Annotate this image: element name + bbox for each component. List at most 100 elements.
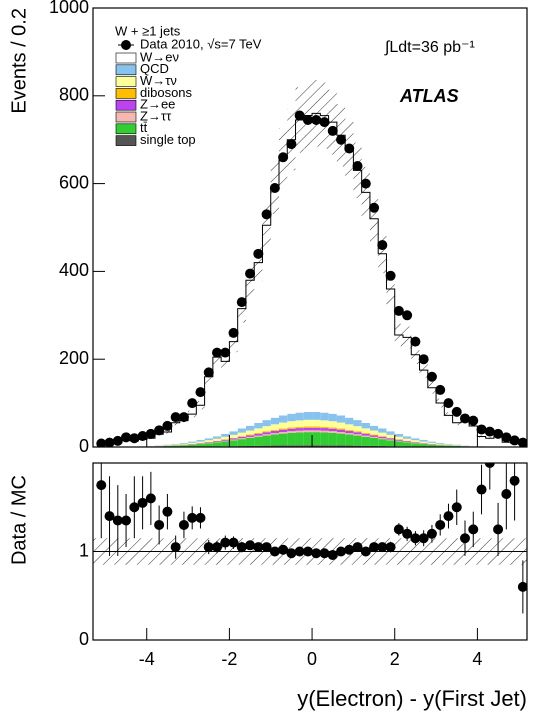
ratio-point — [96, 480, 107, 491]
stack-bar — [477, 436, 486, 447]
stack-bar — [353, 170, 362, 421]
stack-bar — [345, 417, 354, 425]
ratio-point — [253, 542, 264, 553]
stack-bar — [295, 412, 304, 421]
ratio-point — [294, 546, 305, 557]
stack-bar — [328, 428, 337, 432]
data-point — [302, 114, 313, 125]
stack-bar — [295, 428, 304, 431]
stack-bar — [336, 422, 346, 429]
data-point — [187, 398, 198, 409]
data-point — [170, 412, 181, 423]
stack-bar — [353, 431, 362, 433]
legend-swatch — [115, 64, 137, 76]
data-point — [319, 117, 330, 128]
stack-bar — [188, 442, 197, 444]
stack-bar — [436, 445, 445, 447]
stack-bar — [320, 428, 329, 431]
stack-bar — [403, 438, 412, 441]
stack-bar — [196, 441, 205, 443]
stack-bar — [245, 435, 255, 437]
stack-bar — [295, 420, 304, 427]
data-point — [385, 270, 396, 281]
stack-bar — [386, 434, 395, 438]
stack-bar — [221, 439, 230, 441]
y-tick-label: 0 — [79, 629, 89, 649]
stack-bar — [469, 425, 478, 446]
stack-bar — [361, 422, 370, 429]
stack-bar — [353, 432, 362, 435]
mc-uncertainty-band — [369, 195, 379, 242]
y-tick-label: 0 — [79, 436, 89, 456]
ratio-point — [476, 484, 487, 495]
data-point — [236, 297, 247, 308]
stack-bar — [254, 262, 263, 423]
stack-bar — [279, 157, 288, 416]
data-point — [435, 384, 446, 395]
mc-uncertainty-band — [378, 234, 387, 274]
mc-uncertainty-band — [312, 79, 321, 147]
stack-bar — [378, 428, 387, 433]
ratio-point — [352, 542, 363, 553]
ratio-point — [393, 524, 404, 535]
stack-bar — [188, 444, 197, 447]
stack-bar — [361, 433, 370, 436]
legend-label: W→τν — [140, 73, 177, 88]
stack-bar — [403, 441, 412, 443]
ratio-point — [178, 519, 189, 530]
stack-bar — [345, 429, 354, 431]
data-point — [195, 387, 206, 398]
stack-bar — [328, 413, 337, 422]
stack-bar — [245, 280, 255, 426]
stack-bar — [386, 438, 395, 440]
stack-bar — [254, 428, 263, 433]
ratio-point — [493, 524, 504, 535]
data-point — [162, 420, 173, 431]
stack-bar — [262, 225, 271, 421]
stack-bar — [403, 441, 412, 442]
legend-label: dibosons — [140, 85, 193, 100]
stack-bar — [378, 432, 387, 437]
stack-bar — [237, 439, 246, 447]
data-point — [261, 209, 272, 220]
legend-swatch — [115, 99, 137, 111]
stack-bar — [353, 434, 362, 436]
legend-data-marker — [121, 40, 131, 50]
stack-bar — [427, 444, 437, 447]
stack-bar — [485, 438, 494, 447]
stack-bar — [279, 432, 288, 434]
ratio-point — [402, 528, 413, 539]
data-point — [212, 347, 222, 358]
stack-bar — [287, 139, 296, 414]
stack-bar — [394, 441, 403, 447]
ratio-point — [344, 544, 355, 555]
stack-bar — [245, 434, 255, 436]
mc-uncertainty-band — [477, 435, 486, 438]
data-point — [451, 406, 462, 417]
stack-bar — [254, 433, 263, 436]
stack-bar — [196, 405, 205, 441]
x-axis-label: y(Electron) - y(First Jet) — [297, 686, 527, 711]
ratio-point — [261, 542, 272, 553]
mc-uncertainty-band — [452, 420, 461, 426]
data-point — [178, 412, 189, 423]
data-point — [418, 354, 429, 365]
stack-bar — [155, 434, 164, 446]
stack-bar — [179, 445, 189, 447]
mc-uncertainty-band — [320, 82, 329, 149]
stack-bar — [171, 443, 180, 445]
experiment-label: ATLAS — [399, 86, 459, 106]
ratio-point — [170, 542, 181, 553]
stack-bar — [419, 370, 428, 441]
stack-bar — [229, 440, 238, 447]
stack-bar — [312, 426, 321, 428]
ratio-point — [129, 502, 140, 513]
data-point — [484, 426, 495, 437]
stack-bar — [245, 425, 255, 431]
stack-bar — [411, 442, 420, 443]
data-point — [220, 347, 231, 358]
stack-bar — [254, 436, 263, 446]
legend-swatch — [115, 135, 137, 146]
stack-bar — [287, 427, 296, 429]
stack-bar — [328, 427, 337, 429]
